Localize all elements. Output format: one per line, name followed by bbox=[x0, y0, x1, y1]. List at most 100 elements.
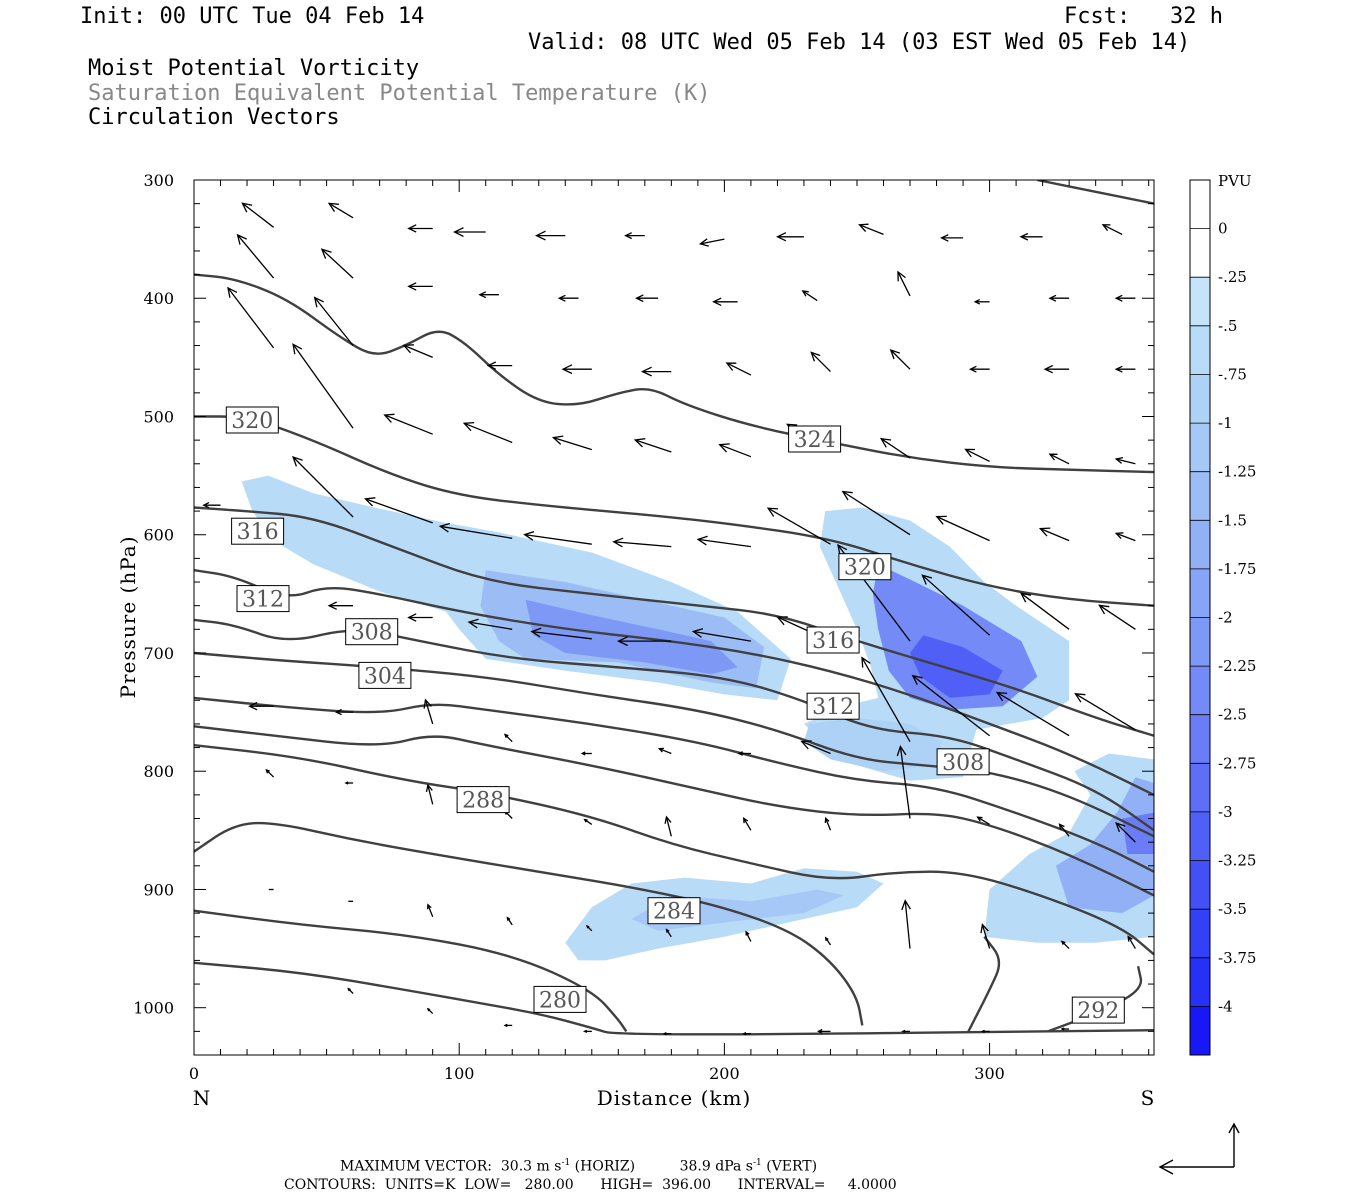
max-horiz-exp: -1 bbox=[561, 1158, 571, 1168]
circulation-vector bbox=[901, 899, 911, 949]
circulation-vector bbox=[1074, 693, 1136, 731]
reference-vector-icon bbox=[1158, 1122, 1240, 1175]
contour-label: 292 bbox=[1071, 996, 1125, 1024]
circulation-vector bbox=[227, 286, 275, 349]
circulation-vector bbox=[861, 656, 911, 743]
circulation-vector bbox=[327, 202, 354, 219]
circulation-vector bbox=[530, 627, 592, 640]
circulation-vector bbox=[624, 232, 645, 240]
circulation-vector bbox=[1043, 364, 1070, 374]
pv-colorbar: 0 -.25 -.5 -.75 -1 -1.25 -1.5 -1.75 -2 -2.25 -2.5 -… bbox=[1189, 179, 1256, 1056]
colorbar-label: -1 bbox=[1218, 414, 1233, 432]
contour-label: 320 bbox=[838, 553, 892, 581]
theta-contour-line bbox=[194, 618, 1154, 832]
circulation-vector bbox=[664, 815, 672, 837]
circulation-vector bbox=[921, 574, 991, 636]
contour-label-text: 312 bbox=[812, 695, 854, 720]
pv-region bbox=[803, 718, 942, 772]
y-tick-label: 900 bbox=[143, 880, 174, 899]
contour-label: 312 bbox=[236, 585, 290, 613]
theta-contour-line bbox=[967, 936, 1001, 1032]
circulation-vector bbox=[1060, 940, 1070, 950]
circulation-vector bbox=[1114, 532, 1136, 542]
circulation-vector bbox=[1048, 294, 1070, 302]
circulation-vector bbox=[551, 435, 592, 451]
y-tick-label: 300 bbox=[143, 171, 174, 190]
colorbar-label: -2.5 bbox=[1218, 706, 1247, 724]
circulation-vector bbox=[976, 816, 990, 825]
max-horiz-value: 30.3 m s bbox=[500, 1158, 562, 1175]
circulation-vector bbox=[725, 362, 752, 376]
y-tick-label: 600 bbox=[143, 526, 174, 545]
colorbar-swatch bbox=[1190, 520, 1210, 570]
y-axis-title: Pressure (hPa) bbox=[116, 536, 140, 699]
colorbar-swatch bbox=[1190, 471, 1210, 521]
colorbar-swatch bbox=[1190, 763, 1210, 813]
colorbar-label: -1.5 bbox=[1218, 511, 1247, 529]
circulation-vector bbox=[265, 768, 275, 778]
forecast-hour: Fcst: 32 h bbox=[1064, 4, 1223, 29]
circulation-vector bbox=[640, 366, 672, 377]
contour-label-text: 280 bbox=[539, 988, 581, 1013]
contour-label-text: 320 bbox=[231, 409, 273, 434]
y-tick-label: 400 bbox=[143, 289, 174, 308]
colorbar-swatch bbox=[1190, 374, 1210, 424]
colorbar-label: -.5 bbox=[1218, 317, 1237, 335]
colorbar-label: -.25 bbox=[1218, 268, 1247, 286]
circulation-vector bbox=[817, 1028, 831, 1034]
circulation-vector bbox=[698, 238, 725, 247]
max-vert-exp: -1 bbox=[752, 1158, 762, 1168]
valid-time: Valid: 08 UTC Wed 05 Feb 14 (03 EST Wed … bbox=[528, 30, 1191, 55]
circulation-vector bbox=[737, 751, 751, 756]
circulation-vector bbox=[1058, 823, 1070, 837]
circulation-vector bbox=[583, 1029, 592, 1033]
x-axis-title: Distance (km) bbox=[597, 1086, 752, 1110]
theta-contour-line bbox=[194, 744, 1154, 956]
contour-label: 288 bbox=[456, 786, 510, 814]
circulation-vector bbox=[557, 294, 579, 302]
circulation-vector bbox=[742, 817, 752, 831]
contour-label-text: 312 bbox=[242, 588, 284, 613]
circulation-vector bbox=[523, 530, 592, 545]
circulation-vector bbox=[1101, 224, 1123, 235]
circulation-vector bbox=[1038, 527, 1070, 542]
colorbar-label: 0 bbox=[1218, 220, 1228, 238]
colorbar-label: -2.75 bbox=[1218, 754, 1256, 772]
max-vector-line: MAXIMUM VECTOR: 30.3 m s-1 (HORIZ) 38.9 … bbox=[340, 1158, 817, 1175]
circulation-vector bbox=[801, 290, 818, 302]
contour-label-text: 284 bbox=[653, 900, 695, 925]
circulation-vector bbox=[691, 628, 752, 642]
field-title-mpv: Moist Potential Vorticity bbox=[88, 56, 420, 81]
plot-frame bbox=[193, 179, 1155, 1056]
contour-label-text: 320 bbox=[844, 556, 886, 581]
contour-label: 304 bbox=[358, 661, 412, 689]
y-tick-label: 1000 bbox=[133, 999, 174, 1018]
colorbar-label: -3 bbox=[1218, 803, 1233, 821]
circulation-vector bbox=[718, 443, 752, 458]
circulation-vector bbox=[347, 987, 354, 994]
field-title-theta: Saturation Equivalent Potential Temperat… bbox=[88, 81, 711, 106]
circulation-vector bbox=[402, 344, 433, 358]
y-tick-label: 500 bbox=[143, 407, 174, 426]
theta-contour-line bbox=[194, 821, 864, 1026]
colorbar-swatch bbox=[1190, 860, 1210, 910]
circulation-vector bbox=[241, 202, 274, 228]
circulation-vector bbox=[561, 364, 592, 375]
circulation-vector bbox=[1115, 821, 1136, 843]
contour-label: 280 bbox=[533, 985, 587, 1013]
contour-label: 308 bbox=[345, 618, 399, 646]
contour-label-text: 316 bbox=[812, 629, 854, 654]
circulation-vector bbox=[939, 234, 964, 242]
circulation-vector bbox=[313, 296, 354, 346]
circulation-vector bbox=[800, 740, 831, 755]
theta-contour-line bbox=[194, 506, 1154, 737]
circulation-vector bbox=[320, 248, 354, 279]
contour-label-text: 292 bbox=[1077, 999, 1119, 1024]
contour-label-text: 308 bbox=[942, 751, 984, 776]
field-title-vectors: Circulation Vectors bbox=[88, 105, 340, 130]
axis-ticks: 300 400 500 600 700 800 900 1000 0 100 200 300 bbox=[133, 171, 1154, 1083]
max-horiz-unit: (HORIZ) bbox=[574, 1158, 636, 1175]
circulation-vector bbox=[583, 818, 593, 825]
circulation-vector bbox=[1114, 456, 1136, 465]
pv-region bbox=[1055, 777, 1154, 914]
